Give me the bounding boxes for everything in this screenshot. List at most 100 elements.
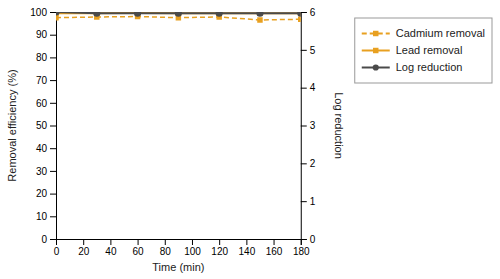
legend-label: Log reduction bbox=[396, 61, 463, 73]
marks bbox=[56, 12, 301, 23]
y2-axis-title: Log reduction bbox=[333, 92, 345, 159]
x-tick: 40 bbox=[105, 239, 117, 257]
x-tick-label: 100 bbox=[184, 246, 201, 257]
y2-tick: 4 bbox=[301, 82, 316, 93]
y-tick: 100 bbox=[30, 7, 56, 18]
y-tick-label: 70 bbox=[36, 75, 48, 86]
x-tick-mark bbox=[83, 239, 84, 245]
y-tick: 0 bbox=[41, 234, 56, 245]
y-tick-label: 100 bbox=[30, 7, 47, 18]
y-tick-label: 60 bbox=[36, 98, 48, 109]
y2-tick-label: 2 bbox=[310, 158, 316, 169]
y2-tick-label: 0 bbox=[310, 234, 316, 245]
y-tick: 90 bbox=[36, 29, 56, 40]
x-tick-label: 60 bbox=[133, 246, 145, 257]
y-tick-label: 20 bbox=[36, 188, 48, 199]
y2-tick: 5 bbox=[301, 45, 316, 56]
y2-tick: 2 bbox=[301, 158, 316, 169]
x-tick-label: 160 bbox=[266, 246, 283, 257]
y-tick-label: 80 bbox=[36, 52, 48, 63]
y2-tick-label: 5 bbox=[310, 45, 316, 56]
legend-item: Lead removal bbox=[362, 44, 463, 56]
x-tick: 160 bbox=[266, 239, 283, 257]
y-tick-label: 30 bbox=[36, 166, 48, 177]
y2-tick-mark bbox=[301, 88, 307, 89]
y-tick-mark bbox=[50, 239, 56, 240]
series-marker bbox=[176, 12, 181, 16]
y-tick-label: 10 bbox=[36, 211, 48, 222]
x-tick-label: 0 bbox=[54, 246, 60, 257]
legend: Cadmium removal Lead removal Log reduction bbox=[355, 18, 492, 83]
legend-item: Cadmium removal bbox=[362, 27, 485, 39]
y-axis-title: Removal efficiency (%) bbox=[6, 69, 18, 181]
y-tick-mark bbox=[50, 80, 56, 81]
y-tick-label: 40 bbox=[36, 143, 48, 154]
y-tick-mark bbox=[50, 12, 56, 13]
series-marker bbox=[256, 12, 263, 17]
y-tick-mark bbox=[50, 126, 56, 127]
y2-tick-mark bbox=[301, 239, 307, 240]
y2-tick-label: 6 bbox=[310, 7, 316, 18]
x-tick-label: 80 bbox=[160, 246, 172, 257]
series-marker bbox=[298, 17, 301, 22]
x-axis-line bbox=[57, 240, 302, 246]
legend-marker bbox=[373, 64, 379, 70]
y-tick-label: 0 bbox=[41, 234, 47, 245]
x-tick-mark bbox=[192, 239, 193, 245]
series-marker bbox=[216, 12, 221, 16]
y2-axis: 0 1 2 3 4 5 6 bbox=[301, 7, 316, 245]
legend-label: Lead removal bbox=[396, 44, 463, 56]
x-tick: 100 bbox=[184, 239, 201, 257]
x-tick: 80 bbox=[160, 239, 172, 257]
series-marker bbox=[257, 12, 262, 16]
x-tick-mark bbox=[246, 239, 247, 245]
legend-marker bbox=[373, 31, 378, 36]
x-tick: 0 bbox=[54, 239, 60, 257]
legend-box bbox=[355, 18, 492, 83]
legend-label: Cadmium removal bbox=[396, 27, 485, 39]
series-marker bbox=[134, 12, 141, 17]
x-tick-mark bbox=[110, 239, 111, 245]
y-tick-mark bbox=[50, 171, 56, 172]
y-tick-mark bbox=[50, 57, 56, 58]
y2-tick-mark bbox=[301, 12, 307, 13]
x-tick: 120 bbox=[211, 239, 228, 257]
y-tick-mark bbox=[50, 35, 56, 36]
y2-tick-label: 3 bbox=[310, 120, 316, 131]
series-marker bbox=[175, 12, 182, 17]
legend-item: Log reduction bbox=[362, 61, 463, 73]
x-tick: 20 bbox=[78, 239, 90, 257]
y-tick: 50 bbox=[36, 120, 56, 131]
x-axis-title: Time (min) bbox=[152, 261, 204, 273]
x-tick: 180 bbox=[293, 239, 310, 257]
series-marker bbox=[298, 12, 301, 16]
x-tick-label: 120 bbox=[211, 246, 228, 257]
y-tick-label: 90 bbox=[36, 29, 48, 40]
y2-tick: 1 bbox=[301, 196, 316, 207]
y-tick-mark bbox=[50, 194, 56, 195]
chart: Cadmium removal Lead removal Log reduction… bbox=[0, 0, 500, 279]
x-tick: 60 bbox=[133, 239, 145, 257]
y2-tick: 6 bbox=[301, 7, 316, 18]
y2-tick: 3 bbox=[301, 120, 316, 131]
plot: 0204060801001201401601800102030405060708… bbox=[6, 7, 345, 273]
series-marker bbox=[216, 12, 223, 17]
x-tick-mark bbox=[138, 239, 139, 245]
y2-tick-mark bbox=[301, 126, 307, 127]
y2-tick-label: 4 bbox=[310, 82, 316, 93]
x-tick-label: 40 bbox=[105, 246, 117, 257]
y-tick-label: 50 bbox=[36, 120, 48, 131]
y2-tick-mark bbox=[301, 163, 307, 164]
y-tick: 10 bbox=[36, 211, 56, 222]
x-tick-label: 20 bbox=[78, 246, 90, 257]
y2-axis-line bbox=[301, 13, 307, 240]
y-tick-mark bbox=[50, 216, 56, 217]
x-tick-mark bbox=[219, 239, 220, 245]
x-tick-label: 140 bbox=[239, 246, 256, 257]
series-marker bbox=[93, 12, 100, 17]
x-axis: 0 20 40 60 80 100 120 140 160 180 bbox=[54, 239, 310, 257]
y-tick: 70 bbox=[36, 75, 56, 86]
y-tick-mark bbox=[50, 103, 56, 104]
y-tick: 20 bbox=[36, 188, 56, 199]
y2-tick: 0 bbox=[301, 234, 316, 245]
